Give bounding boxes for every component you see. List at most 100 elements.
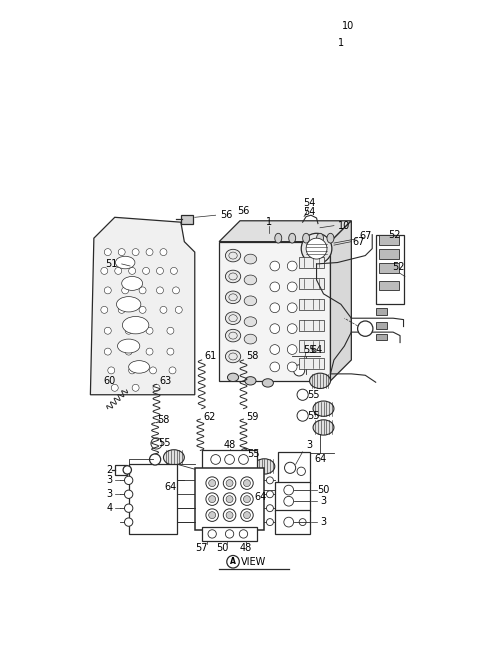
Circle shape (118, 249, 125, 255)
Text: 52: 52 (393, 263, 405, 272)
Bar (115, 465, 127, 475)
Bar (376, 322, 387, 329)
Ellipse shape (122, 316, 149, 334)
Circle shape (124, 476, 133, 485)
Circle shape (150, 367, 156, 374)
Ellipse shape (244, 275, 257, 285)
Circle shape (104, 328, 111, 334)
Circle shape (125, 348, 132, 355)
Circle shape (239, 455, 248, 464)
Bar (275, 510, 310, 534)
Circle shape (227, 555, 240, 568)
Circle shape (101, 307, 108, 313)
Ellipse shape (302, 233, 310, 243)
Ellipse shape (313, 420, 334, 435)
Text: 3: 3 (321, 517, 326, 527)
Text: 54: 54 (303, 198, 316, 208)
Text: 67: 67 (352, 236, 364, 247)
Ellipse shape (226, 250, 240, 262)
Circle shape (108, 367, 115, 374)
Text: 64: 64 (314, 455, 326, 464)
Circle shape (270, 324, 280, 333)
Bar (202, 527, 257, 541)
Circle shape (101, 267, 108, 274)
Text: 55: 55 (308, 411, 320, 421)
Circle shape (223, 493, 236, 506)
Circle shape (315, 27, 321, 32)
Bar (219, 242, 330, 381)
Ellipse shape (226, 312, 240, 324)
Bar (299, 299, 324, 310)
Circle shape (208, 530, 216, 538)
Circle shape (270, 345, 280, 354)
Circle shape (294, 365, 305, 376)
Circle shape (301, 233, 332, 264)
Circle shape (104, 348, 111, 355)
Text: 48: 48 (223, 440, 236, 450)
Circle shape (285, 462, 296, 474)
Circle shape (270, 303, 280, 312)
Text: 64: 64 (311, 345, 323, 354)
Circle shape (299, 519, 306, 525)
Circle shape (104, 287, 111, 294)
Bar (195, 468, 264, 531)
Circle shape (153, 384, 160, 391)
Text: VIEW: VIEW (241, 557, 266, 567)
Circle shape (156, 267, 164, 274)
Text: 64: 64 (255, 492, 267, 502)
Ellipse shape (244, 317, 257, 327)
Circle shape (146, 249, 153, 255)
Circle shape (225, 455, 234, 464)
Ellipse shape (117, 297, 141, 312)
Text: 61: 61 (204, 352, 217, 362)
Ellipse shape (244, 296, 257, 306)
Circle shape (206, 493, 218, 506)
Circle shape (306, 238, 327, 259)
Text: 62: 62 (203, 412, 216, 422)
Circle shape (266, 519, 274, 525)
Circle shape (288, 345, 297, 354)
Circle shape (118, 307, 125, 313)
Ellipse shape (275, 233, 282, 243)
Circle shape (284, 485, 294, 495)
Bar (275, 481, 310, 511)
Circle shape (288, 282, 297, 291)
Circle shape (266, 491, 274, 498)
Circle shape (139, 307, 146, 313)
Bar (299, 257, 324, 268)
Bar (202, 450, 257, 469)
Circle shape (223, 477, 236, 489)
Circle shape (288, 324, 297, 333)
Text: A: A (362, 324, 368, 333)
Circle shape (226, 479, 233, 487)
Circle shape (270, 261, 280, 271)
Text: 58: 58 (246, 352, 259, 362)
Circle shape (124, 504, 133, 512)
Ellipse shape (122, 276, 143, 290)
Ellipse shape (226, 291, 240, 303)
Text: 52: 52 (388, 230, 401, 240)
Circle shape (240, 530, 248, 538)
Text: 3: 3 (106, 489, 112, 499)
Circle shape (240, 448, 251, 459)
Circle shape (206, 509, 218, 521)
Circle shape (111, 384, 118, 391)
Circle shape (146, 348, 153, 355)
Circle shape (297, 467, 305, 476)
Circle shape (169, 367, 176, 374)
Circle shape (104, 249, 111, 255)
Bar (299, 341, 324, 352)
Circle shape (175, 307, 182, 313)
Text: 55: 55 (303, 345, 316, 354)
Circle shape (226, 496, 233, 502)
Circle shape (129, 267, 136, 274)
Circle shape (209, 512, 216, 519)
Circle shape (209, 496, 216, 502)
Circle shape (129, 367, 136, 374)
Circle shape (240, 493, 253, 506)
Bar (181, 215, 193, 224)
Text: 10: 10 (342, 21, 354, 31)
Circle shape (288, 303, 297, 312)
Text: 60: 60 (103, 376, 115, 386)
Circle shape (123, 466, 132, 474)
